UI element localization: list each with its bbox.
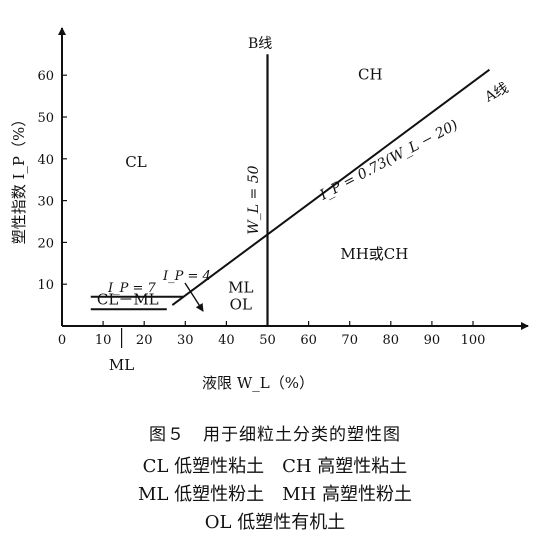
- plasticity-chart: 0 10 20 30 40 50 60 70 80 90 100 10 20 30 40 50 60 B线 A…: [10, 27, 529, 392]
- region-label: MH或CH: [340, 245, 408, 263]
- x-tick-label: 10: [95, 333, 112, 348]
- x-axis-title: 液限 W_L（%）: [202, 374, 314, 392]
- y-tick-label: 20: [37, 236, 54, 251]
- x-tick-label: 0: [58, 333, 66, 348]
- y-tick-label: 60: [37, 69, 54, 84]
- region-label: CL: [125, 153, 146, 171]
- ip7-label: I_P = 7: [107, 281, 157, 296]
- x-tick-label: 20: [136, 333, 153, 348]
- region-label: OL: [230, 295, 252, 313]
- x-tick-label: 60: [300, 333, 317, 348]
- legend-line-3: OL 低塑性有机土: [204, 512, 346, 533]
- y-axis-title: 塑性指数 I_P（%）: [10, 112, 28, 245]
- ip4-pointer-arrow: [184, 282, 204, 312]
- b-line-equation: W_L = 50: [246, 165, 262, 234]
- region-label: ML: [109, 356, 134, 374]
- x-tick-label: 80: [383, 333, 400, 348]
- figure-caption-title: 图５ 用于细粒土分类的塑性图: [149, 425, 401, 445]
- region-label: CH: [358, 65, 383, 83]
- x-tick-label: 70: [341, 333, 358, 348]
- y-tick-label: 10: [37, 278, 54, 293]
- a-line: [171, 68, 491, 306]
- y-tick-label: 50: [37, 111, 54, 126]
- x-tick-label: 100: [461, 333, 486, 348]
- y-tick-label: 40: [37, 153, 54, 168]
- x-tick-label: 90: [424, 333, 441, 348]
- ip4-label: I_P = 4: [162, 269, 211, 284]
- x-tick-label: 40: [218, 333, 235, 348]
- region-label: ML: [228, 279, 253, 297]
- b-line-label: B线: [248, 36, 272, 52]
- a-line-label: A线: [481, 80, 511, 106]
- y-tick-label: 30: [37, 195, 54, 210]
- legend-line-2: ML 低塑性粉土 MH 高塑性粉土: [138, 484, 412, 505]
- x-tick-label: 30: [177, 333, 194, 348]
- legend-line-1: CL 低塑性粘土 CH 高塑性粘土: [142, 456, 408, 477]
- a-line-equation: I_P = 0.73(W_L − 20): [316, 117, 460, 204]
- x-tick-label: 50: [259, 333, 276, 348]
- region-label: CL－ML: [97, 290, 159, 308]
